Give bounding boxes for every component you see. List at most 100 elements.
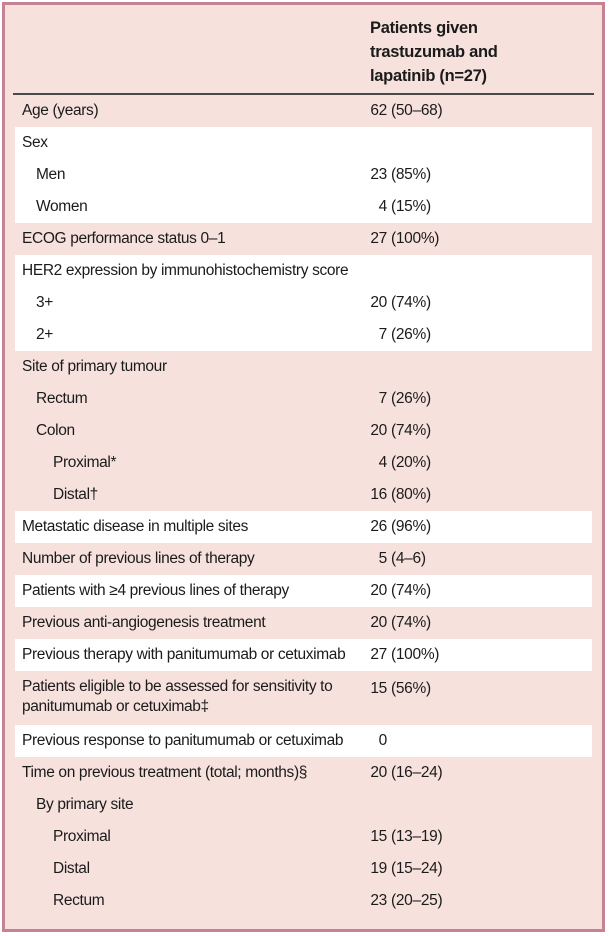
row-label: Men (36, 166, 66, 183)
table-row: ECOG performance status 0–1 27 (100%) (5, 223, 602, 255)
value-detail: (26%) (391, 390, 431, 407)
value-detail: (80%) (391, 486, 431, 503)
value-detail: (74%) (391, 422, 431, 439)
table-row: By primary site (5, 789, 602, 821)
value-detail: (96%) (391, 518, 431, 535)
value-number: 7 (378, 326, 388, 343)
row-label: Rectum (53, 892, 105, 909)
value-number: 20 (370, 422, 387, 439)
row-label: HER2 expression by immunohistochemistry … (22, 262, 349, 279)
row-label: By primary site (36, 796, 134, 813)
table-header: Patients given trastuzumab and lapatinib… (5, 5, 602, 93)
row-label: ECOG performance status 0–1 (22, 230, 226, 247)
row-label: Women (36, 198, 88, 215)
row-label: Distal† (53, 486, 98, 503)
row-label: Age (years) (22, 102, 99, 119)
row-value: 20 (74%) (363, 582, 431, 600)
value-number: 23 (370, 166, 387, 183)
value-detail: (100%) (391, 230, 440, 247)
value-number: 20 (370, 582, 387, 599)
value-detail: (15%) (391, 198, 431, 215)
row-value: 27 (100%) (363, 230, 439, 248)
value-number: 4 (378, 198, 388, 215)
value-detail: (15–24) (391, 860, 443, 877)
table-row: Rectum 7 (26%) (5, 383, 602, 415)
value-detail: (26%) (391, 326, 431, 343)
row-value: 26 (96%) (363, 518, 431, 536)
row-value: 23 (20–25) (363, 892, 442, 910)
value-number: 62 (370, 102, 387, 119)
row-value: 16 (80%) (363, 486, 431, 504)
row-label: Rectum (36, 390, 88, 407)
table-row: HER2 expression by immunohistochemistry … (5, 255, 602, 287)
table-row: Previous therapy with panitumumab or cet… (5, 639, 602, 671)
table-row: Patients with ≥4 previous lines of thera… (5, 575, 602, 607)
header-rule (13, 93, 594, 95)
table-row: Patients eligible to be assessed for sen… (5, 671, 602, 725)
row-label: Metastatic disease in multiple sites (22, 518, 249, 535)
row-value: 27 (100%) (363, 646, 439, 664)
table-row: Colon 20 (74%) (5, 415, 602, 447)
value-number: 5 (378, 550, 388, 567)
row-label: Sex (22, 134, 48, 151)
row-label: Proximal* (53, 454, 117, 471)
row-label: Number of previous lines of therapy (22, 550, 255, 567)
table-row: 3+ 20 (74%) (5, 287, 602, 319)
row-label: 2+ (36, 326, 53, 343)
row-value: 20 (74%) (363, 294, 431, 312)
table-body: Age (years) 62 (50–68) Sex Men 23 (85%) Wo… (5, 95, 602, 917)
table-row: 2+ 7 (26%) (5, 319, 602, 351)
row-label: Distal (53, 860, 90, 877)
table-row: Proximal* 4 (20%) (5, 447, 602, 479)
value-detail: (74%) (391, 294, 431, 311)
row-label: Previous anti-angiogenesis treatment (22, 614, 266, 631)
value-number: 23 (370, 892, 387, 909)
table-row: Distal† 16 (80%) (5, 479, 602, 511)
value-detail: (20–25) (391, 892, 443, 909)
row-value: 5 (4–6) (363, 550, 426, 568)
row-value: 20 (74%) (363, 422, 431, 440)
value-number: 0 (378, 732, 388, 749)
row-value: 20 (74%) (363, 614, 431, 632)
row-label: Colon (36, 422, 75, 439)
table-row: Metastatic disease in multiple sites 26(… (5, 511, 602, 543)
row-label: 3+ (36, 294, 53, 311)
row-label: Time on previous treatment (total; month… (22, 764, 308, 781)
value-detail: (13–19) (391, 828, 443, 845)
value-number: 20 (370, 294, 387, 311)
row-value: 7 (26%) (363, 390, 431, 408)
value-number: 27 (370, 230, 387, 247)
row-value: 4 (15%) (363, 198, 431, 216)
value-number: 4 (378, 454, 388, 471)
value-detail: (74%) (391, 582, 431, 599)
value-number: 15 (370, 680, 387, 697)
value-number: 20 (370, 614, 387, 631)
value-number: 27 (370, 646, 387, 663)
row-value: 19 (15–24) (363, 860, 442, 878)
table-row: Previous anti-angiogenesis treatment 20(… (5, 607, 602, 639)
value-detail: (20%) (391, 454, 431, 471)
row-label: Previous therapy with panitumumab or cet… (22, 646, 346, 663)
value-number: 16 (370, 486, 387, 503)
table-row: Time on previous treatment (total; month… (5, 757, 602, 789)
value-detail: (100%) (391, 646, 440, 663)
row-value: 20 (16–24) (363, 764, 442, 782)
table-row: Sex (5, 127, 602, 159)
row-label: Site of primary tumour (22, 358, 167, 375)
value-number: 26 (370, 518, 387, 535)
value-detail: (56%) (391, 680, 431, 697)
row-value: 0 (363, 732, 391, 750)
row-label: Previous response to panitumumab or cetu… (22, 732, 344, 749)
value-detail: (16–24) (391, 764, 443, 781)
value-number: 19 (370, 860, 387, 877)
row-value: 4 (20%) (363, 454, 431, 472)
row-value: 7 (26%) (363, 326, 431, 344)
value-number: 15 (370, 828, 387, 845)
row-value: 23 (85%) (363, 166, 431, 184)
value-detail: (50–68) (391, 102, 443, 119)
row-label: Patients eligible to be assessed for sen… (22, 678, 333, 715)
table-row: Number of previous lines of therapy 5 (4–… (5, 543, 602, 575)
table-row: Distal 19 (15–24) (5, 853, 602, 885)
